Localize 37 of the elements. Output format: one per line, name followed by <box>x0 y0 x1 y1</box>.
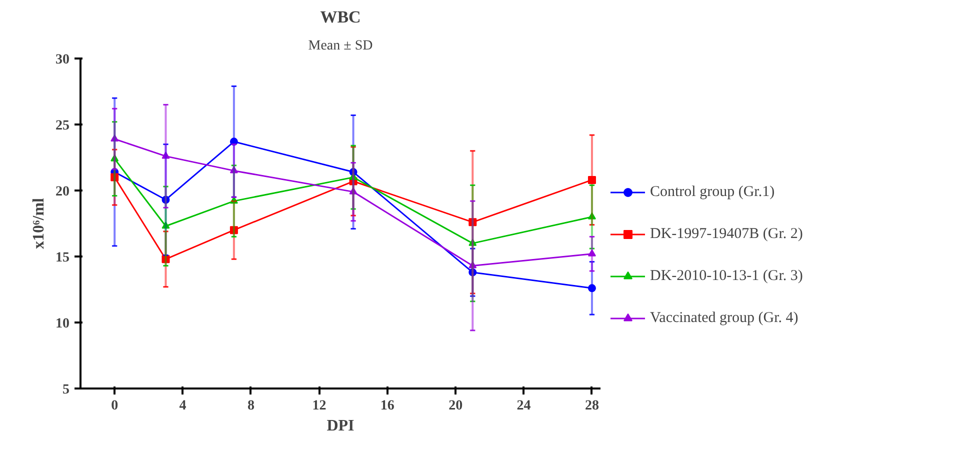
point <box>588 212 596 220</box>
point <box>349 187 358 194</box>
point <box>162 196 170 204</box>
x-tick-label: 16 <box>380 398 394 414</box>
x-tick-label: 8 <box>247 398 254 414</box>
point <box>162 152 170 159</box>
legend-label: Control group (Gr.1) <box>650 184 775 200</box>
x-tick-label: 20 <box>448 398 463 414</box>
point <box>468 261 477 268</box>
point <box>588 284 596 292</box>
legend-label: Vaccinated group (Gr. 4) <box>650 310 798 326</box>
point <box>110 173 119 182</box>
point <box>349 172 358 180</box>
y-tick-label: 30 <box>56 52 70 68</box>
point <box>468 238 477 246</box>
y-tick-label: 15 <box>56 250 70 266</box>
point <box>468 268 477 276</box>
point <box>110 154 119 162</box>
y-tick-label: 10 <box>56 316 70 332</box>
chart-title: WBC <box>320 8 361 26</box>
point <box>468 218 477 226</box>
legend-label: DK-1997-19407B (Gr. 2) <box>650 226 803 242</box>
x-tick-label: 24 <box>516 398 531 414</box>
legend-label: DK-2010-10-13-1 (Gr. 3) <box>650 268 803 284</box>
point <box>162 222 170 229</box>
y-tick-label: 25 <box>56 118 70 134</box>
y-tick-label: 20 <box>56 184 70 200</box>
point <box>230 226 238 234</box>
x-axis-title: DPI <box>326 418 354 434</box>
chart-subtitle: Mean ± SD <box>308 38 373 54</box>
y-axis-title: x10⁶/ml <box>30 197 48 250</box>
x-tick-label: 4 <box>179 398 186 414</box>
point <box>110 134 119 142</box>
x-tick-label: 0 <box>111 398 118 414</box>
x-tick-label: 12 <box>312 398 326 414</box>
y-tick-label: 5 <box>62 382 70 398</box>
x-tick-label: 28 <box>584 398 599 414</box>
